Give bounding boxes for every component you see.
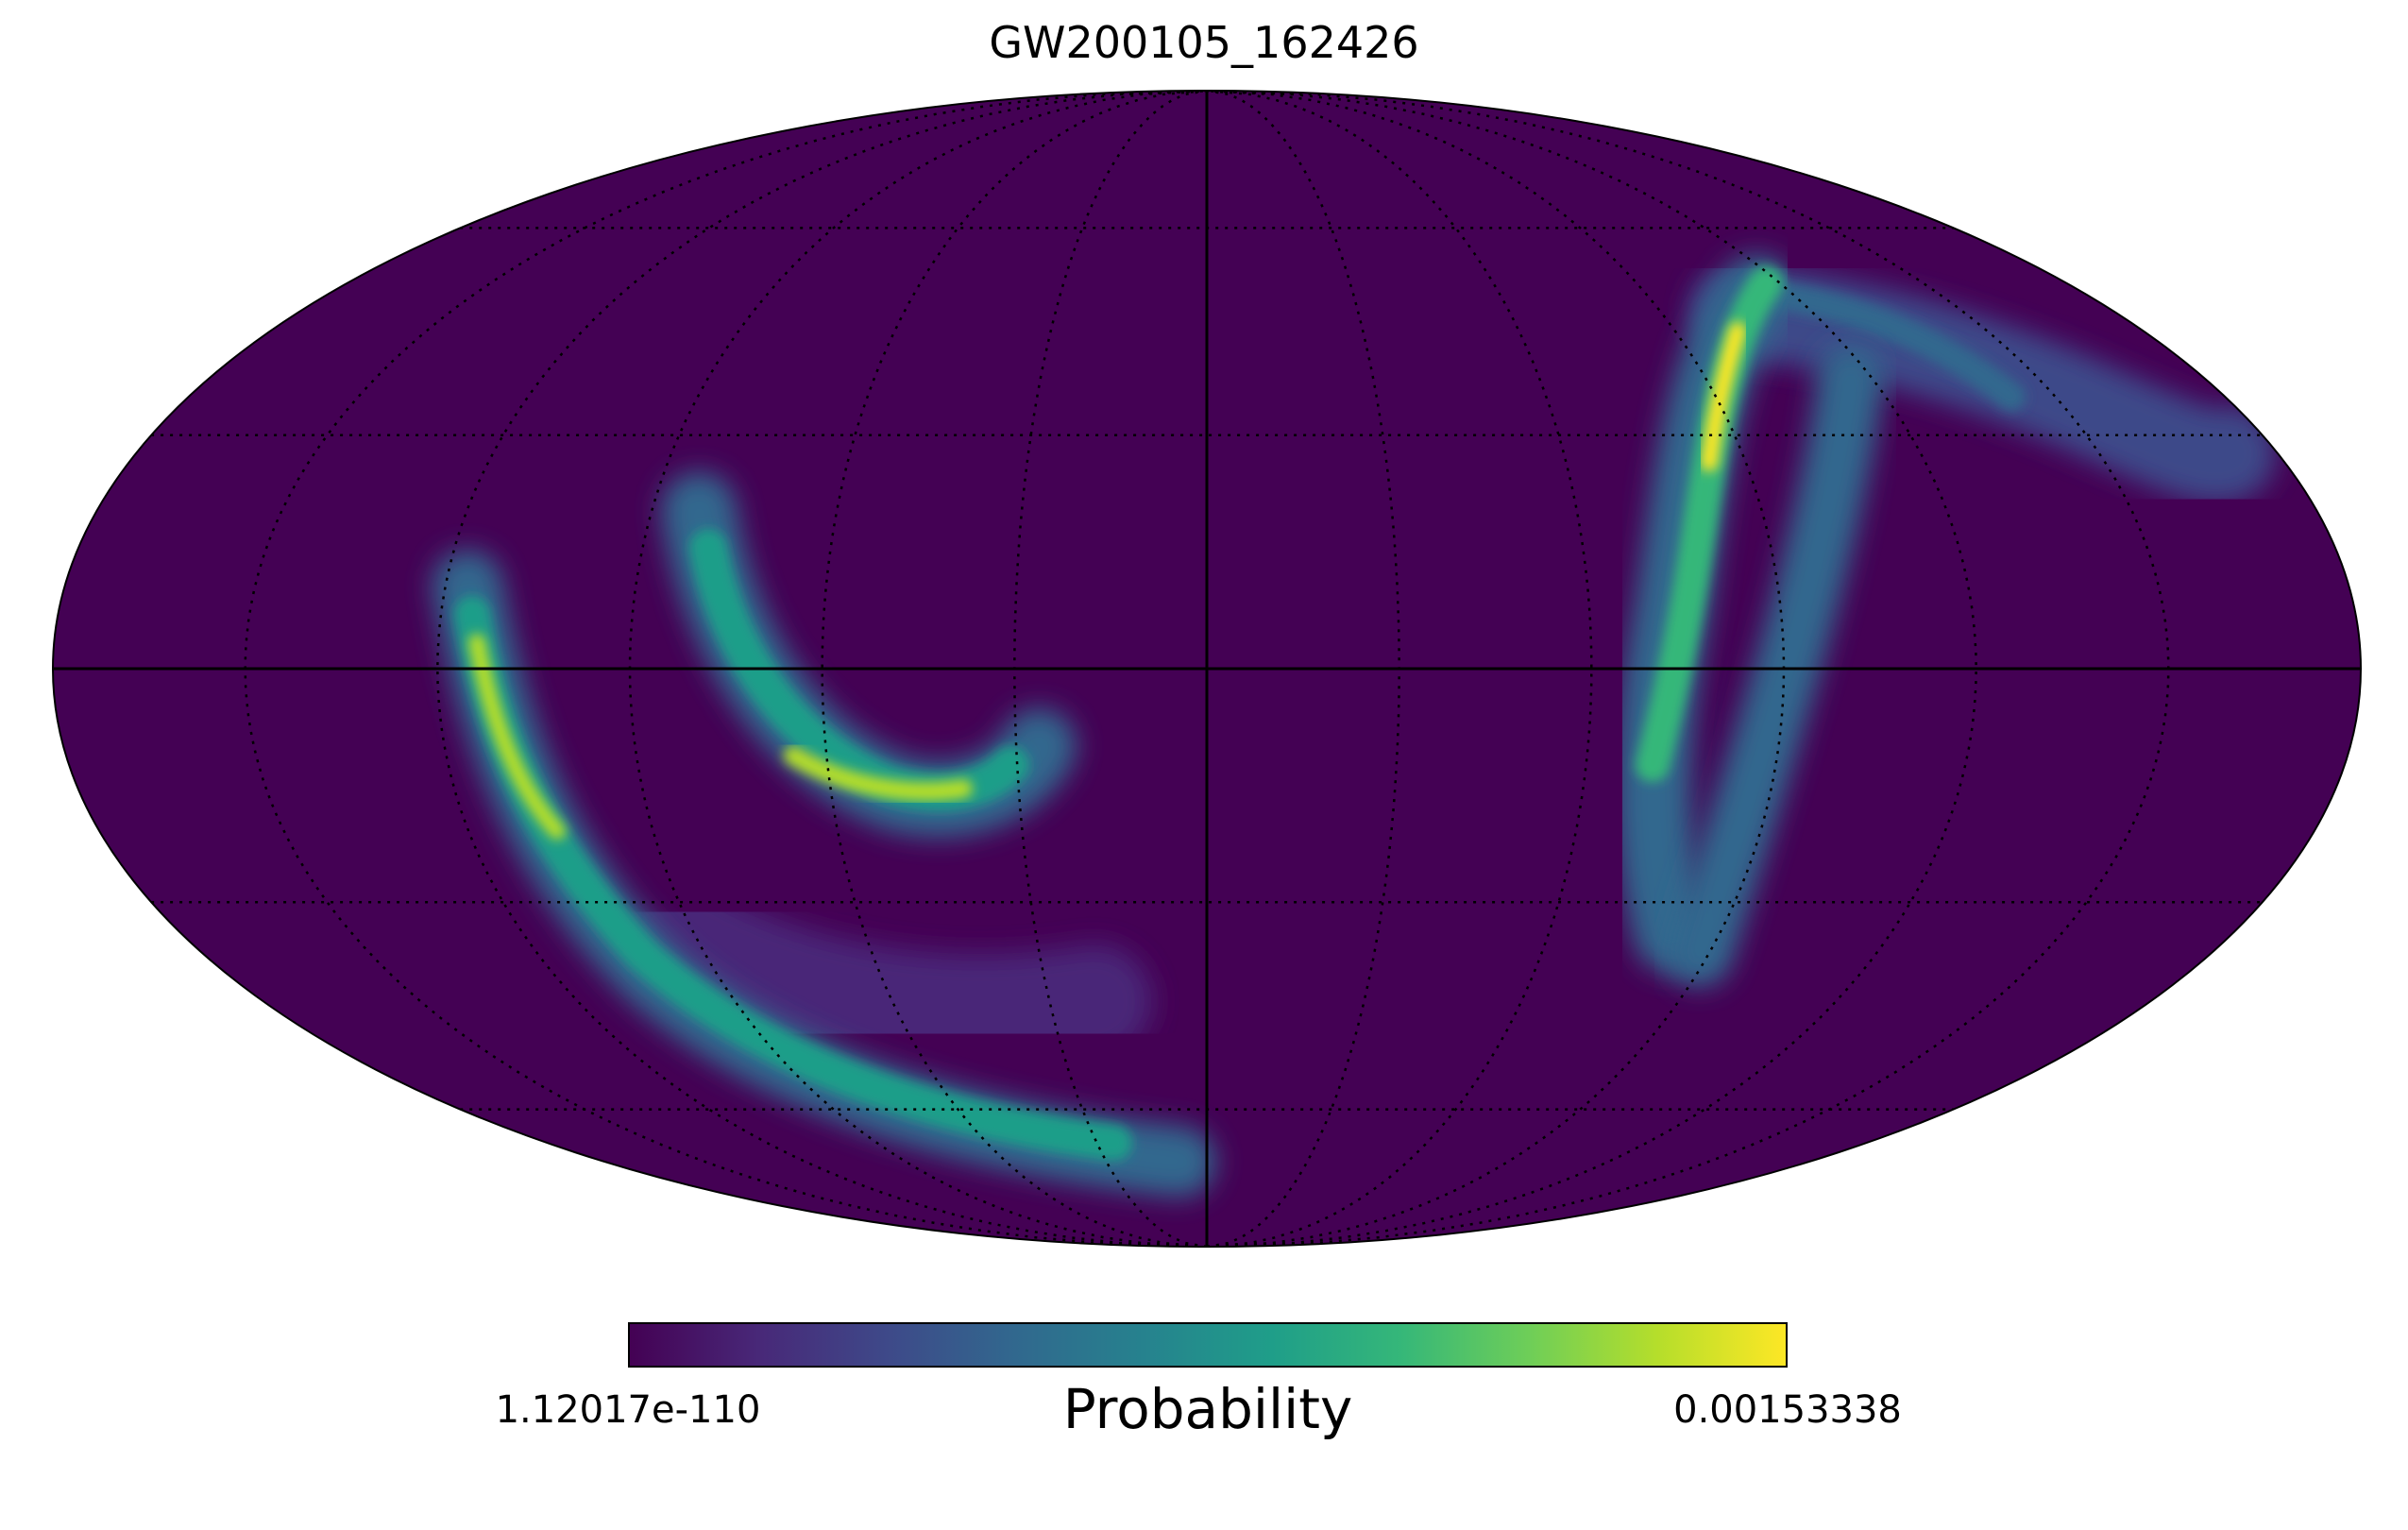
colorbar-title: Probability — [1062, 1377, 1353, 1441]
colorbar-max-label: 0.00153338 — [1673, 1388, 1902, 1432]
colorbar-min-label: 1.12017e-110 — [495, 1388, 761, 1432]
map-border — [52, 90, 2362, 1248]
meridian-line — [1206, 91, 1593, 1247]
meridian-line — [821, 91, 1208, 1247]
figure-title: GW200105_162426 — [989, 17, 1419, 68]
western-inner-arc — [661, 472, 1077, 838]
colorbar — [628, 1322, 1788, 1368]
southern-broad-lobe — [623, 878, 1152, 1068]
probability-regions — [432, 255, 2276, 1198]
eastern-vertical-arc — [1616, 255, 1884, 987]
